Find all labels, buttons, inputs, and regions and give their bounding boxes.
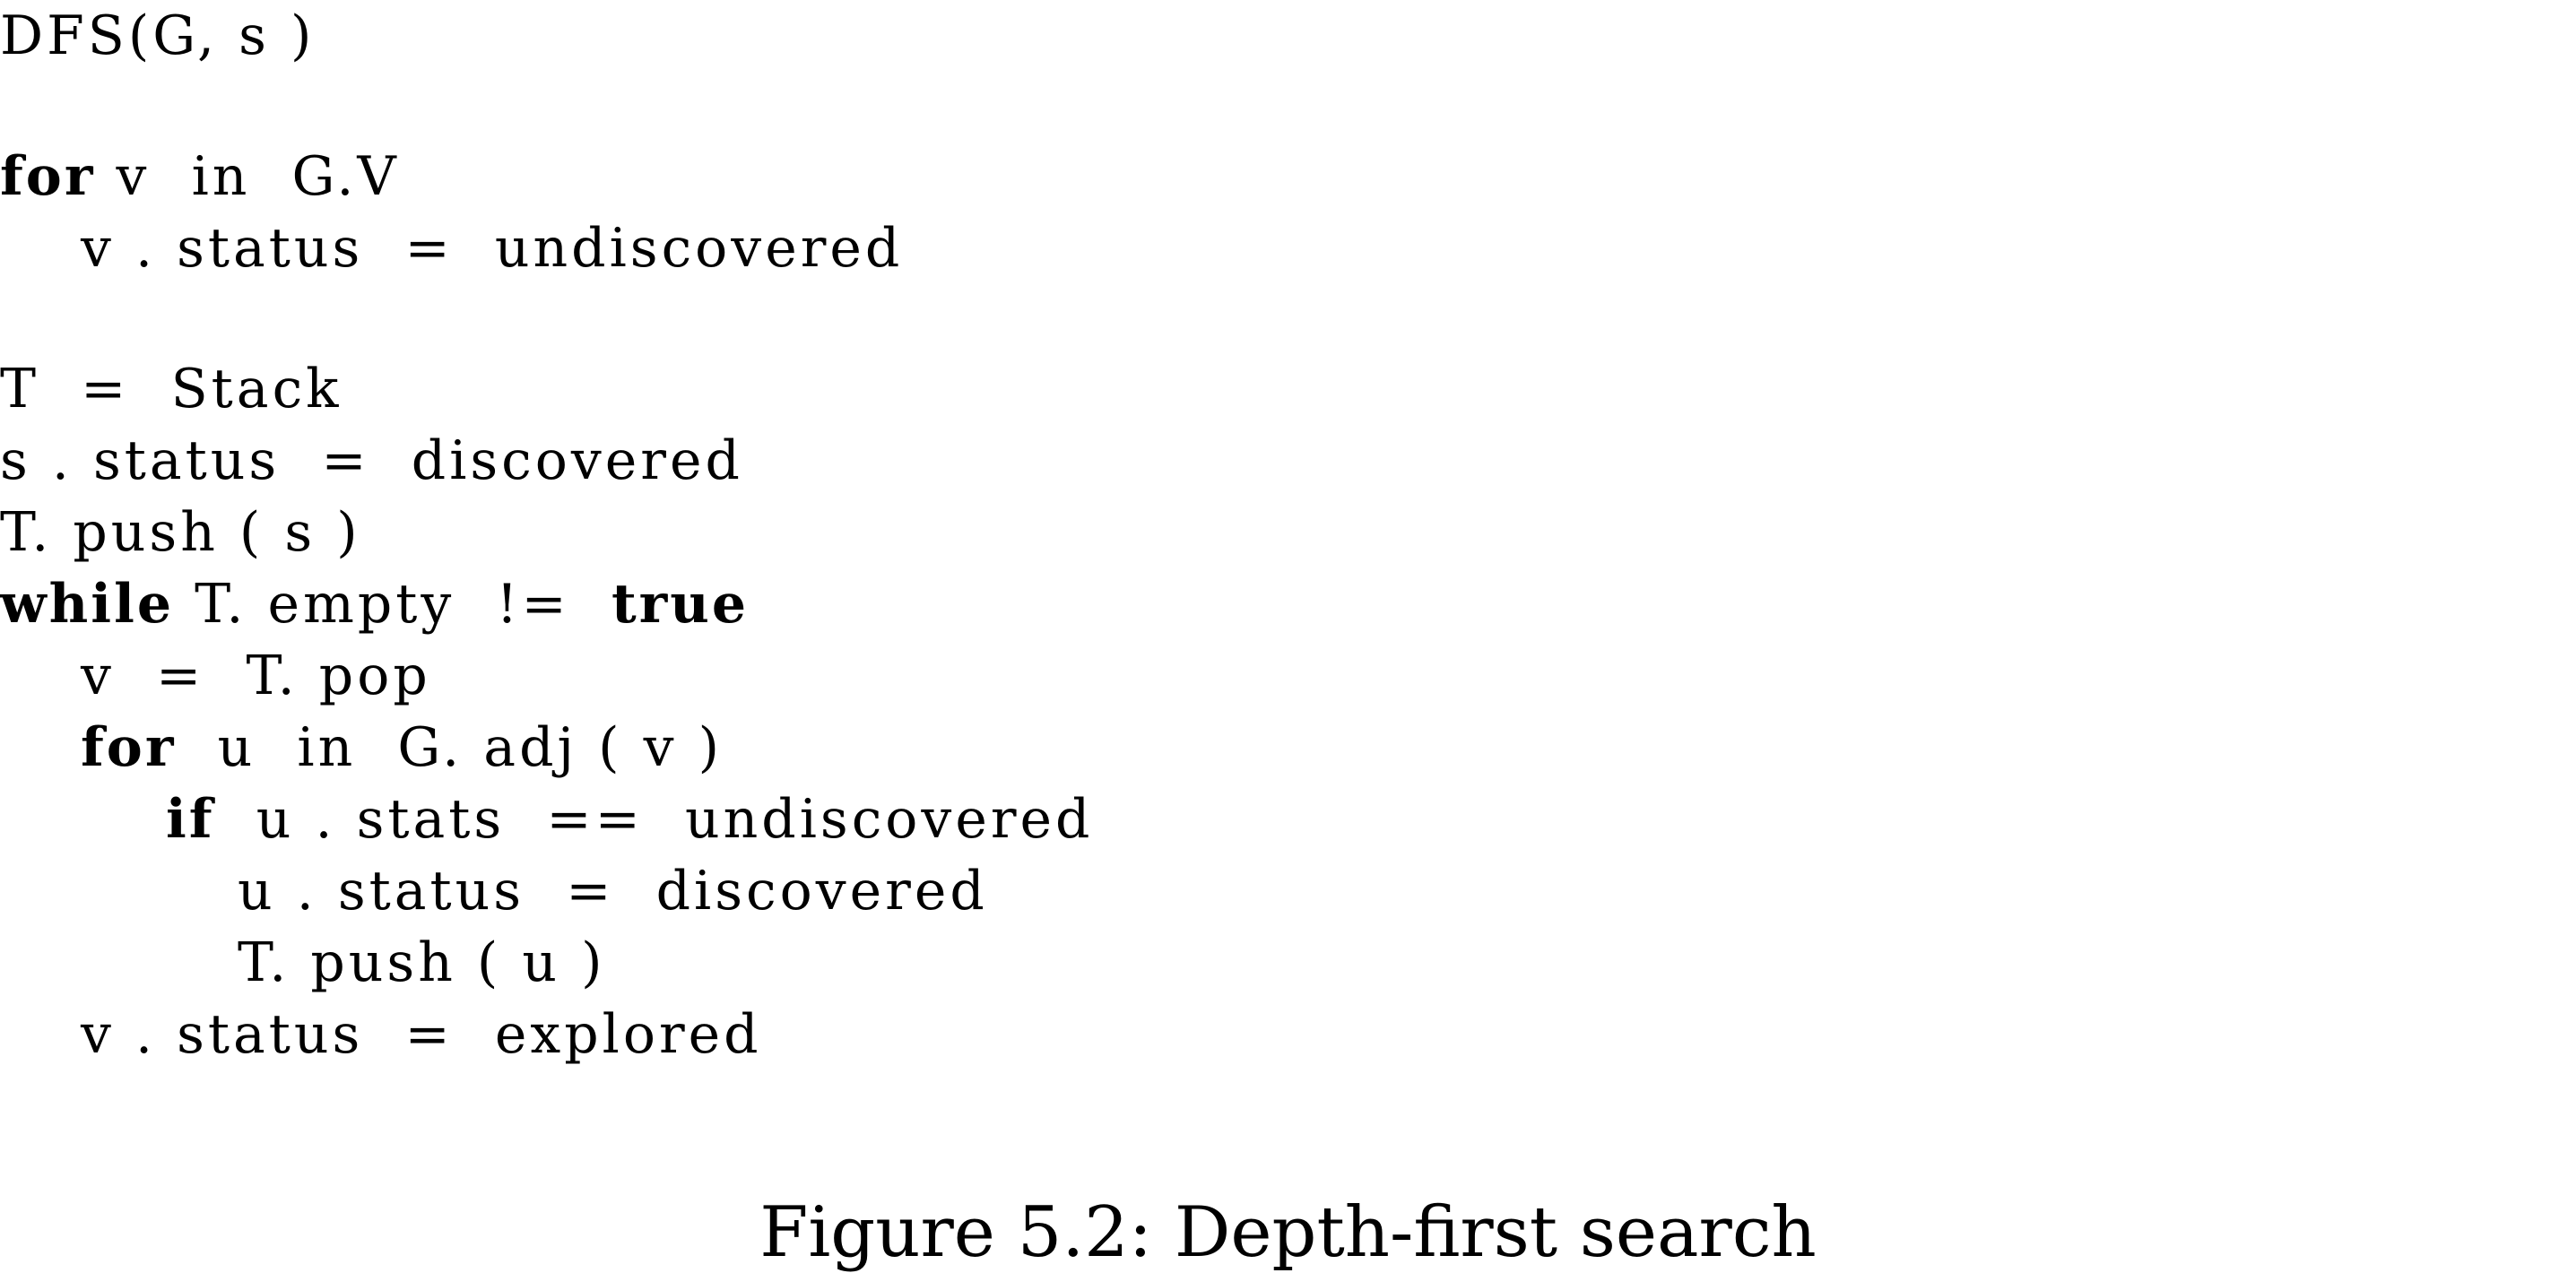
keyword-if: if [166,788,215,851]
code-line-if-undiscovered: if u . stats == undiscovered [166,784,1093,855]
code-line-for-vertices: for v in G.V [0,141,400,212]
function-signature: DFS(G, s ) [0,4,316,67]
code-text: v in G.V [95,145,400,208]
code-line-stack-init: T = Stack [0,358,343,420]
code-text: u . stats == undiscovered [214,788,1094,851]
keyword-for: for [81,716,177,779]
code-line-pop: v = T. pop [81,645,431,707]
code-line-push-neighbor: T. push ( u ) [238,931,606,994]
code-line-while-loop: while T. empty != true [0,568,749,640]
code-line-init-status: v . status = undiscovered [81,217,904,280]
keyword-for: for [0,145,96,208]
code-line-mark-discovered: u . status = discovered [238,860,988,922]
code-line-source-discovered: s . status = discovered [0,429,743,492]
code-line-push-source: T. push ( s ) [0,501,361,564]
code-text: T. empty != [174,573,611,636]
keyword-while: while [0,573,175,636]
code-line-mark-explored: v . status = explored [81,1003,762,1066]
code-text: u in G. adj ( v ) [176,716,724,779]
code-line-for-adjacent: for u in G. adj ( v ) [81,712,723,784]
figure-caption: Figure 5.2: Depth-first search [759,1192,1817,1273]
keyword-true: true [611,573,750,636]
